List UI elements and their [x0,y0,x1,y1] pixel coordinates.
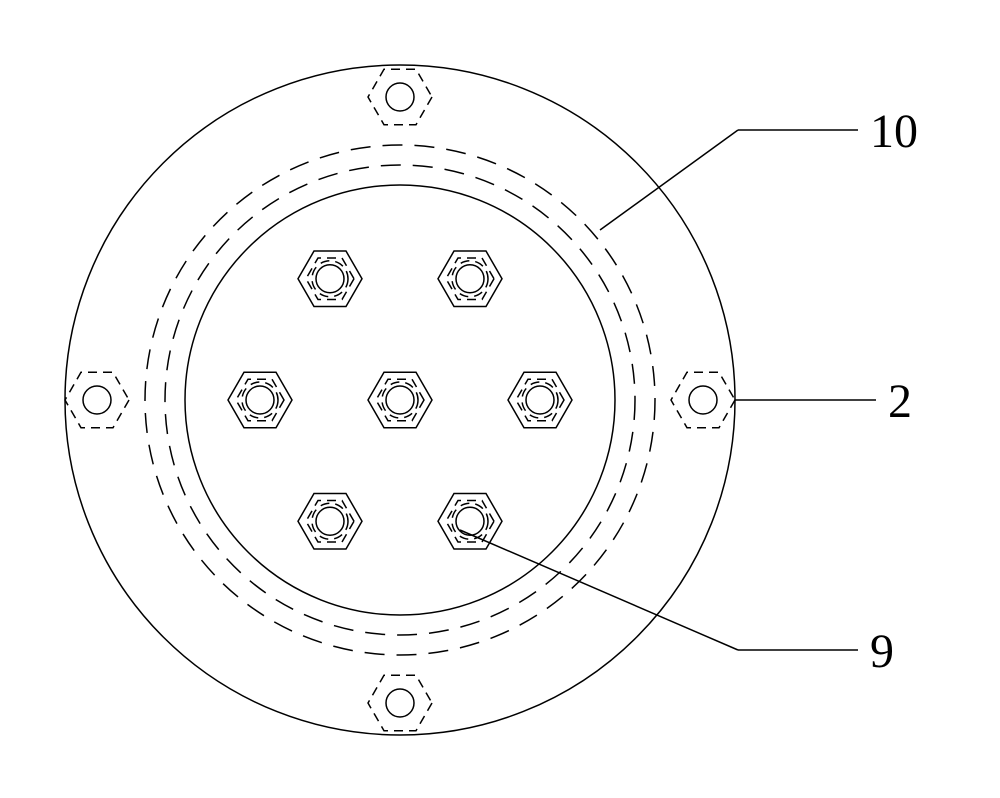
inner-bolt-0-circle-dashed [312,261,348,297]
inner-bolt-0-circle [316,265,344,293]
inner-bolt-0-hex-outer [298,251,362,306]
outer-bolt-0-hex [368,69,432,124]
inner-bolt-3-circle [456,507,484,535]
hidden-circle-outer [145,145,655,655]
inner-bolt-center-hex-outer [368,372,432,427]
inner-bolt-1-circle [456,265,484,293]
inner-bore-circle [185,185,615,615]
inner-bolt-1-circle-dashed [452,261,488,297]
inner-bolt-center-circle [386,386,414,414]
inner-bolt-center-circle-dashed [382,382,418,418]
callout-label-2: 2 [888,375,912,428]
inner-bolt-2-circle-dashed [522,382,558,418]
inner-bolt-4-circle-dashed [312,503,348,539]
outer-bolt-3-hex [65,372,129,427]
inner-bolt-3-hex-outer [438,494,502,549]
outer-bolt-1-hex [671,372,735,427]
leader-slant-10 [600,130,738,230]
inner-bolt-5-circle [246,386,274,414]
inner-bolt-2-circle [526,386,554,414]
callout-label-10: 10 [870,105,918,158]
inner-bolt-2-hex-outer [508,372,572,427]
inner-bolt-4-hex-outer [298,494,362,549]
callout-label-9: 9 [870,625,894,678]
inner-bolt-5-circle-dashed [242,382,278,418]
inner-bolt-1-hex-outer [438,251,502,306]
outer-bolt-0-hole [386,83,414,111]
outer-bolt-2-hex [368,675,432,730]
outer-bolt-1-hole [689,386,717,414]
inner-bolt-4-circle [316,507,344,535]
outer-bolt-3-hole [83,386,111,414]
outer-bolt-2-hole [386,689,414,717]
inner-bolt-5-hex-outer [228,372,292,427]
